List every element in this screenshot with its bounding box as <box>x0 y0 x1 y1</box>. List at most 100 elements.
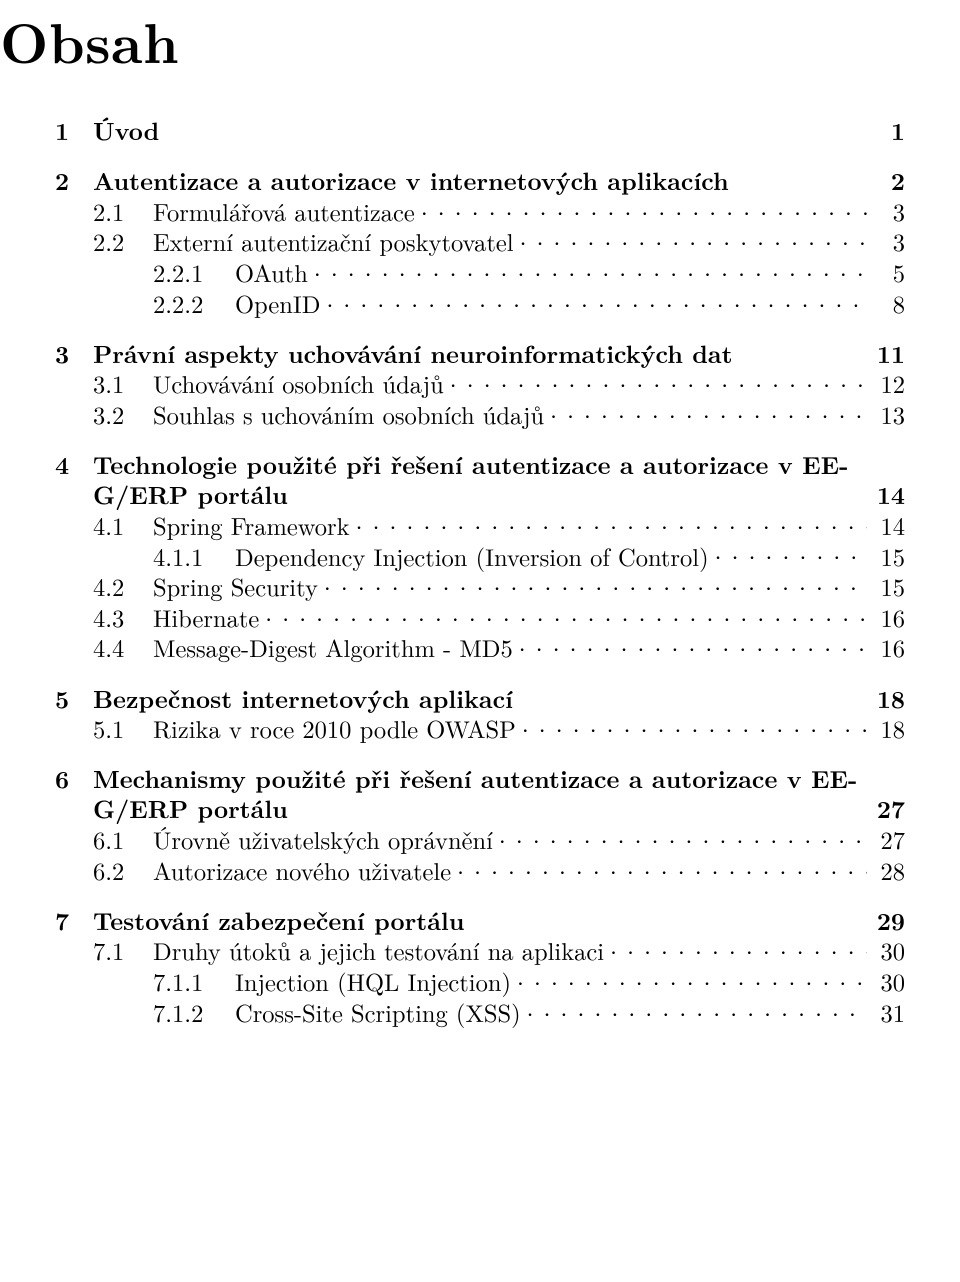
toc-chapter-heading: 4Technologie použité při řešení autentiz… <box>55 450 905 510</box>
toc-entry-page: 27 <box>873 825 905 855</box>
toc-entry-page: 8 <box>873 289 905 319</box>
toc-dot-leaders <box>265 602 867 627</box>
toc-entry-title: Druhy útoků a jejich testování na aplika… <box>153 936 604 966</box>
toc-dot-leaders <box>314 258 867 283</box>
toc-dot-leaders <box>522 714 867 739</box>
toc-entry-number: 4.3 <box>55 603 153 633</box>
toc-chapter: 4Technologie použité při řešení autentiz… <box>55 450 905 663</box>
toc-entry-title: Dependency Injection (Inversion of Contr… <box>235 542 709 572</box>
toc-chapter-title: Testování zabezpečení portálu <box>93 906 464 936</box>
toc-entry-number: 7.1 <box>55 936 153 966</box>
toc-chapter-number: 1 <box>55 116 93 146</box>
toc-subsection: 4.1.1Dependency Injection (Inversion of … <box>55 541 905 572</box>
toc-entry-page: 12 <box>873 369 905 399</box>
toc-dot-leaders <box>326 288 867 313</box>
toc-chapter-heading: 2Autentizace a autorizace v internetovýc… <box>55 166 905 196</box>
toc-section: 3.2Souhlas s uchováním osobních údajů13 <box>55 400 905 431</box>
toc-dot-leaders <box>610 936 867 961</box>
toc-entry-page: 5 <box>873 258 905 288</box>
toc-dot-leaders <box>450 369 867 394</box>
toc-dot-leaders <box>457 855 867 880</box>
toc-chapter-page: 11 <box>865 339 905 369</box>
toc-section: 6.2Autorizace nového uživatele28 <box>55 855 905 886</box>
toc-entry-number: 4.1.1 <box>55 542 235 572</box>
toc-entry-page: 18 <box>873 714 905 744</box>
toc-chapter-heading: 6Mechanismy použité při řešení autentiza… <box>55 764 905 824</box>
toc-section: 4.2Spring Security15 <box>55 572 905 603</box>
toc-chapter-page: 1 <box>879 116 905 146</box>
toc-entry-page: 16 <box>873 603 905 633</box>
toc-chapter-page: 29 <box>865 906 905 936</box>
toc-chapter-number: 6 <box>55 764 93 794</box>
toc-dot-leaders <box>715 541 867 566</box>
toc-section: 7.1Druhy útoků a jejich testování na apl… <box>55 936 905 967</box>
toc-chapter-heading: 1Úvod1 <box>55 116 905 146</box>
toc-chapter-number: 2 <box>55 166 93 196</box>
toc-entry-number: 2.1 <box>55 197 153 227</box>
toc-entry-number: 3.2 <box>55 400 153 430</box>
toc-entry-title: Cross-Site Scripting (XSS) <box>235 998 521 1028</box>
toc-entry-title: Spring Framework <box>153 511 350 541</box>
toc-entry-number: 2.2.1 <box>55 258 235 288</box>
toc-entry-page: 28 <box>873 856 905 886</box>
toc-entry-title: Rizika v roce 2010 podle OWASP <box>153 714 516 744</box>
toc-chapter-heading: 7Testování zabezpečení portálu 29 <box>55 906 905 936</box>
toc-dot-leaders <box>421 196 867 221</box>
toc-chapter-title: Právní aspekty uchovávání neuroinformati… <box>93 339 733 369</box>
toc-entry-title: Spring Security <box>153 572 318 602</box>
toc-entry-page: 31 <box>873 998 905 1028</box>
toc-entry-title: OAuth <box>235 258 308 288</box>
toc-chapter-page: 27 <box>865 794 905 824</box>
toc-entry-title: Uchovávání osobních údajů <box>153 369 444 399</box>
toc-entry-title: Souhlas s uchováním osobních údajů <box>153 400 544 430</box>
toc-dot-leaders <box>517 967 867 992</box>
toc-chapter-title: Bezpečnost internetových aplikací <box>93 684 513 714</box>
toc-entry-title: Message-Digest Algorithm - MD5 <box>153 633 513 663</box>
toc-chapter-number: 7 <box>55 906 93 936</box>
toc-chapter-page: 18 <box>865 684 905 714</box>
toc-dot-leaders <box>527 997 867 1022</box>
toc-chapter-title: Úvod <box>93 116 159 146</box>
toc-entry-number: 3.1 <box>55 369 153 399</box>
toc-entry-title: OpenID <box>235 289 320 319</box>
toc-entry-page: 16 <box>873 633 905 663</box>
toc-chapter-title: Mechanismy použité při řešení autentizac… <box>93 764 857 794</box>
toc-entry-page: 14 <box>873 511 905 541</box>
toc-chapter: 3Právní aspekty uchovávání neuroinformat… <box>55 339 905 430</box>
toc-section: 3.1Uchovávání osobních údajů 12 <box>55 369 905 400</box>
toc-entry-number: 5.1 <box>55 714 153 744</box>
toc-dot-leaders <box>324 572 867 597</box>
toc-entry-number: 4.4 <box>55 633 153 663</box>
toc-subsection: 7.1.1Injection (HQL Injection)30 <box>55 967 905 998</box>
toc-chapter-page: 2 <box>879 166 905 196</box>
toc-chapter-title-cont: G/ERP portálu <box>93 480 288 510</box>
toc-entry-number: 7.1.2 <box>55 998 235 1028</box>
toc-entry-page: 3 <box>873 197 905 227</box>
toc-entry-title: Externí autentizační poskytovatel <box>153 227 514 257</box>
toc-entry-number: 2.2.2 <box>55 289 235 319</box>
toc-entry-number: 2.2 <box>55 227 153 257</box>
toc-chapter-title: Technologie použité při řešení autentiza… <box>93 450 849 480</box>
toc-chapter: 2Autentizace a autorizace v internetovýc… <box>55 166 905 319</box>
toc-subsection: 7.1.2Cross-Site Scripting (XSS) 31 <box>55 997 905 1028</box>
toc-section: 5.1Rizika v roce 2010 podle OWASP 18 <box>55 714 905 745</box>
toc-subsection: 2.2.2OpenID 8 <box>55 288 905 319</box>
toc-entry-title: Hibernate <box>153 603 259 633</box>
toc-entry-number: 7.1.1 <box>55 967 235 997</box>
toc-entry-number: 6.2 <box>55 856 153 886</box>
toc-entry-title: Formulářová autentizace <box>153 197 415 227</box>
toc-entry-page: 3 <box>873 227 905 257</box>
toc-dot-leaders <box>499 825 867 850</box>
toc-dot-leaders <box>550 400 867 425</box>
toc-section: 4.4Message-Digest Algorithm - MD5 16 <box>55 633 905 664</box>
toc-entry-page: 15 <box>873 572 905 602</box>
toc-section: 6.1Úrovně uživatelských oprávnění27 <box>55 825 905 856</box>
toc-entry-number: 6.1 <box>55 825 153 855</box>
toc-section: 4.3Hibernate 16 <box>55 602 905 633</box>
toc-entry-page: 30 <box>873 967 905 997</box>
toc-chapter-heading: 3Právní aspekty uchovávání neuroinformat… <box>55 339 905 369</box>
toc-section: 2.1Formulářová autentizace 3 <box>55 196 905 227</box>
toc-subsection: 2.2.1OAuth 5 <box>55 258 905 289</box>
toc-entry-page: 30 <box>873 936 905 966</box>
toc-chapter-title-cont: G/ERP portálu <box>93 794 288 824</box>
